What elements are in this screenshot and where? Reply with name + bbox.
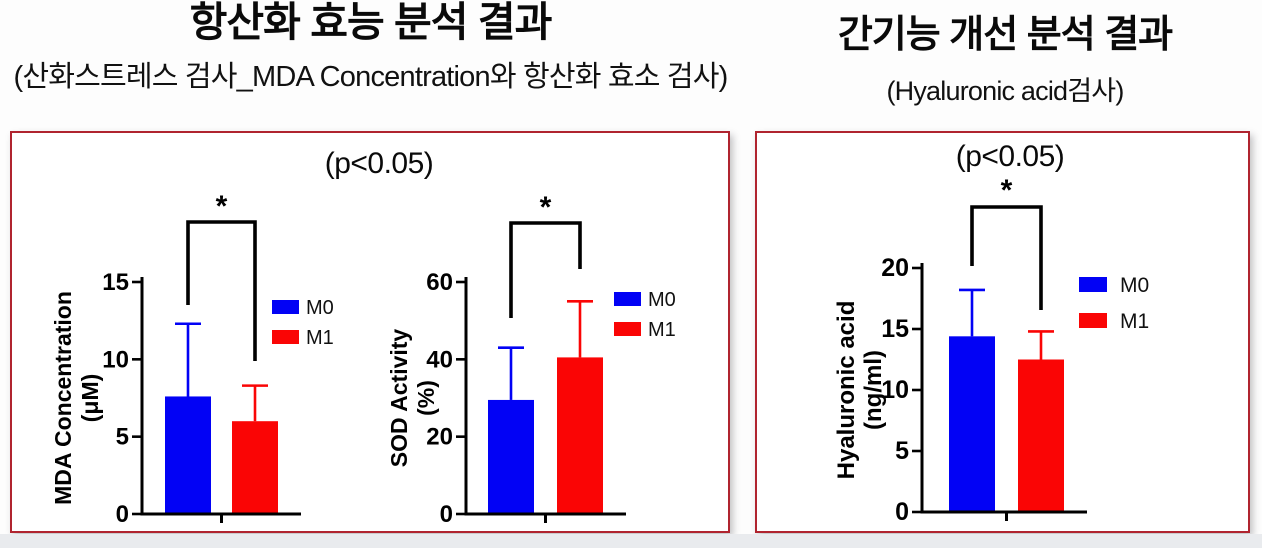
svg-text:20: 20	[426, 424, 453, 451]
svg-text:10: 10	[881, 376, 909, 404]
svg-text:M1: M1	[1120, 310, 1149, 333]
antioxidant-header: 항산화 효능 분석 결과 (산화스트레스 검사_MDA Concentratio…	[0, 0, 741, 95]
svg-text:0: 0	[440, 501, 453, 528]
liver-header: 간기능 개선 분석 결과 (Hyaluronic acid검사)	[755, 14, 1255, 108]
hyaluronic-acid-chart: 0 5 10 15 20 Hyaluronic acid(ng/ml) * M0 M1	[833, 174, 1149, 526]
p-value-label-left: (p<0.05)	[324, 147, 434, 180]
sod-activity-chart: 0 20 40 60 SOD Activity(%) * M0 M1	[386, 191, 676, 528]
svg-text:60: 60	[426, 269, 453, 296]
svg-text:MDA Concentration(μM): MDA Concentration(μM)	[50, 291, 103, 505]
svg-text:*: *	[540, 191, 552, 224]
antioxidant-panel: (p<0.05) 0 5 10 15 MDA Concentration(μM) * M0 M…	[10, 131, 730, 533]
svg-text:0: 0	[116, 501, 129, 528]
svg-text:15: 15	[881, 315, 909, 343]
liver-panel: (p<0.05) 0 5 10 15 20 Hyaluronic acid(ng/ml) *…	[755, 131, 1250, 533]
svg-text:15: 15	[102, 269, 129, 296]
svg-text:SOD Activity(%): SOD Activity(%)	[386, 329, 439, 468]
svg-text:M0: M0	[1120, 274, 1149, 297]
svg-text:M0: M0	[306, 297, 334, 319]
liver-title: 간기능 개선 분석 결과	[837, 14, 1173, 56]
svg-text:M0: M0	[648, 289, 676, 311]
svg-text:*: *	[1001, 174, 1013, 207]
svg-text:40: 40	[426, 346, 453, 373]
svg-text:10: 10	[102, 346, 129, 373]
svg-text:Hyaluronic acid(ng/ml): Hyaluronic acid(ng/ml)	[833, 301, 887, 480]
svg-text:M1: M1	[306, 327, 334, 349]
liver-subtitle: (Hyaluronic acid검사)	[886, 75, 1124, 106]
page-bottom-strip	[0, 534, 1262, 548]
svg-text:5: 5	[895, 437, 909, 465]
antioxidant-subtitle: (산화스트레스 검사_MDA Concentration와 항산화 효소 검사)	[13, 60, 728, 93]
svg-text:0: 0	[895, 498, 909, 526]
svg-text:*: *	[216, 190, 228, 223]
svg-text:M1: M1	[648, 319, 676, 341]
svg-text:5: 5	[116, 424, 129, 451]
svg-text:20: 20	[881, 254, 909, 282]
p-value-label-right: (p<0.05)	[955, 140, 1065, 173]
antioxidant-title: 항산화 효능 분석 결과	[189, 0, 553, 45]
